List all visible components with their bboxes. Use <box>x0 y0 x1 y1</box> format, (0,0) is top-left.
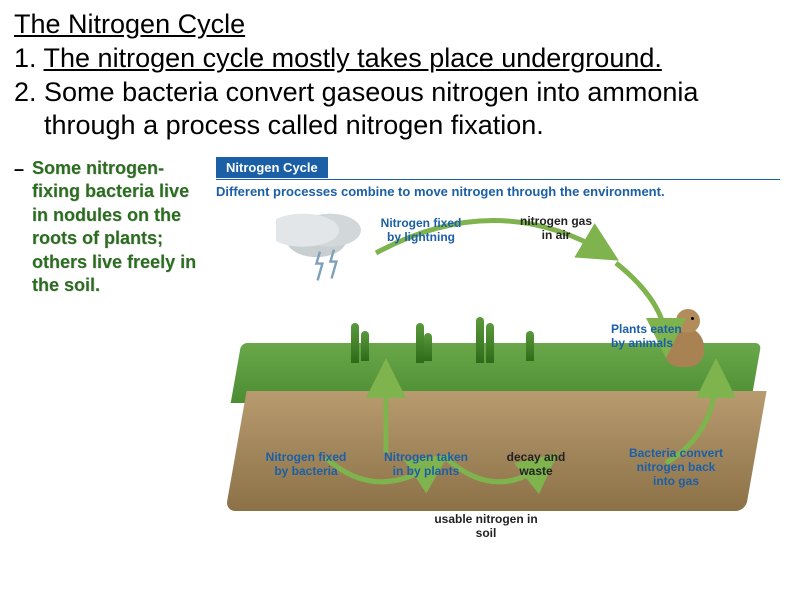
label-taken-plants: Nitrogen takenin by plants <box>371 451 481 479</box>
slide-title: The Nitrogen Cycle <box>14 8 780 42</box>
figure-banner: Nitrogen Cycle <box>216 157 328 178</box>
nitrogen-cycle-figure: Nitrogen Cycle Different processes combi… <box>216 157 780 557</box>
label-eaten: Plants eatenby animals <box>611 323 701 351</box>
bullet-dash: – <box>14 157 24 181</box>
slide-header: The Nitrogen Cycle 1. The nitrogen cycle… <box>0 0 794 143</box>
label-lightning: Nitrogen fixedby lightning <box>366 217 476 245</box>
point-1-num: 1. <box>14 43 44 73</box>
label-usable: usable nitrogen insoil <box>416 513 556 541</box>
point-2-text: Some bacteria convert gaseous nitrogen i… <box>44 77 698 141</box>
label-decay: decay andwaste <box>496 451 576 479</box>
sidenote-block: – Some nitrogen-fixing bacteria live in … <box>14 157 208 557</box>
label-convert-back: Bacteria convertnitrogen backinto gas <box>616 447 736 488</box>
point-1-text: The nitrogen cycle mostly takes place un… <box>44 43 662 73</box>
sidenote-text: Some nitrogen-fixing bacteria live in no… <box>32 157 208 297</box>
label-fixed-bacteria: Nitrogen fixedby bacteria <box>256 451 356 479</box>
figure-caption: Different processes combine to move nitr… <box>216 179 780 199</box>
label-air: nitrogen gasin air <box>506 215 606 243</box>
diagram-canvas: Nitrogen fixedby lightning nitrogen gasi… <box>216 203 776 553</box>
point-1: 1. The nitrogen cycle mostly takes place… <box>14 42 780 76</box>
point-2: 2. Some bacteria convert gaseous nitroge… <box>14 76 780 144</box>
point-2-num: 2. <box>14 77 44 107</box>
content-row: – Some nitrogen-fixing bacteria live in … <box>0 143 794 557</box>
